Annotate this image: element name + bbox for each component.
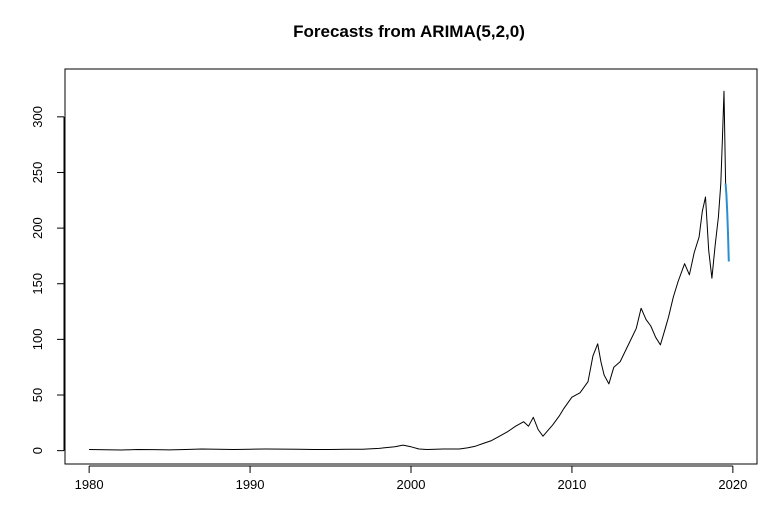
y-tick-label: 250: [30, 162, 45, 184]
series-layer: [89, 90, 730, 451]
x-axis: 1980 1990 2000 2010 2020: [75, 465, 747, 492]
y-tick-label: 100: [30, 329, 45, 351]
y-tick-label: 300: [30, 106, 45, 128]
x-tick-label: 2020: [718, 477, 747, 492]
x-tick-label: 1990: [236, 477, 265, 492]
x-tick-label: 2000: [397, 477, 426, 492]
plot-frame: [64, 68, 758, 465]
y-tick-label: 150: [30, 273, 45, 295]
y-tick-label: 0: [30, 447, 45, 454]
y-tick-label: 200: [30, 217, 45, 239]
x-tick-label: 2010: [557, 477, 586, 492]
x-tick-label: 1980: [75, 477, 104, 492]
series-line-historical: [89, 90, 727, 451]
y-tick-label: 50: [30, 388, 45, 402]
chart-title: Forecasts from ARIMA(5,2,0): [293, 22, 525, 41]
series-line-forecast: [724, 183, 730, 262]
y-axis: 0 50 100 150 200 250 300: [30, 106, 65, 454]
